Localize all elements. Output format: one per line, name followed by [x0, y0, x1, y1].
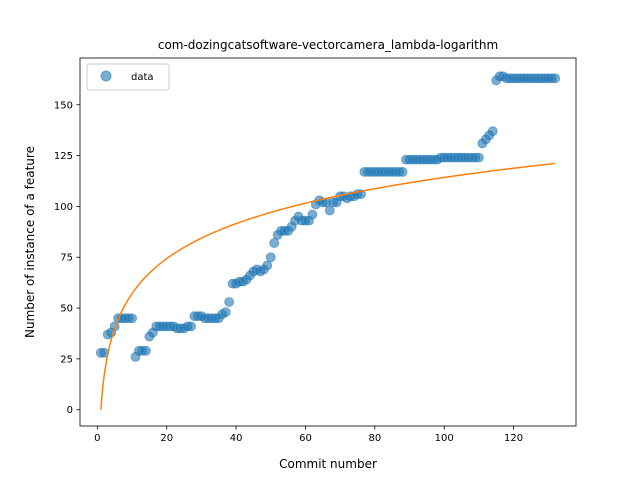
- legend-frame: [86, 63, 170, 91]
- data-point: [265, 252, 276, 263]
- legend-label-data: data: [131, 72, 154, 83]
- data-point: [473, 152, 484, 163]
- x-tick-label: 80: [368, 433, 381, 444]
- chart-title: com-dozingcatsoftware-vectorcamera_lambd…: [158, 38, 498, 52]
- y-tick-label: 125: [54, 151, 73, 162]
- y-tick-label: 150: [54, 100, 73, 111]
- x-axis-label: Commit number: [279, 457, 377, 471]
- fit-line: [100, 162, 556, 410]
- data-point: [224, 297, 235, 307]
- x-tick-label: 20: [160, 433, 173, 444]
- y-axis-label: Number of instance of a feature: [23, 146, 37, 338]
- legend-marker: [100, 70, 112, 82]
- data-point: [127, 313, 137, 324]
- plot-area: [95, 71, 561, 410]
- data-point: [220, 307, 231, 318]
- data-point: [550, 73, 561, 84]
- data-point: [487, 126, 498, 137]
- data-point: [262, 260, 273, 271]
- y-tick-label: 100: [54, 202, 73, 213]
- x-tick-label: 120: [504, 433, 523, 444]
- data-point: [269, 238, 280, 248]
- data-point: [324, 205, 335, 216]
- x-tick-label: 40: [230, 433, 243, 444]
- x-tick-label: 100: [435, 433, 454, 444]
- x-tick-label: 0: [94, 433, 100, 444]
- data-point: [186, 321, 196, 332]
- axes-frame: [79, 57, 577, 427]
- y-tick-label: 25: [60, 354, 73, 365]
- data-point: [397, 166, 408, 177]
- legend: data: [86, 63, 170, 91]
- x-tick-label: 60: [299, 433, 312, 444]
- axes: 0 20 40 60 80 100 120 0 25 50 75 100 125 150: [54, 57, 577, 444]
- y-tick-label: 75: [60, 253, 73, 264]
- data-point: [307, 209, 318, 220]
- data-point: [141, 345, 151, 356]
- y-tick-label: 50: [60, 304, 73, 315]
- y-tick-label: 0: [67, 405, 73, 416]
